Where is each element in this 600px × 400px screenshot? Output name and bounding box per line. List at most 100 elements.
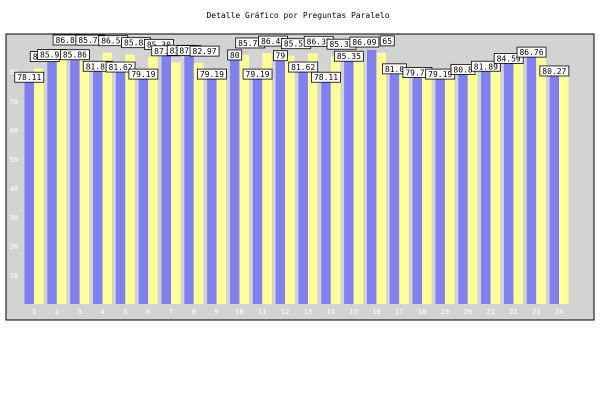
bar-series-a [458,69,468,304]
data-label: 81.89 [86,62,110,71]
bar-series-a [366,49,377,304]
data-label: 85.78 [238,39,262,48]
x-tick-label: 21 [486,308,494,316]
data-label-box [516,46,547,58]
data-label: 79.19 [131,70,155,79]
data-label: 80 [230,51,240,60]
x-tick-label: 13 [304,308,312,316]
x-tick-label: 23 [532,308,540,316]
bar-series-b [353,54,364,304]
bar-series-b [376,52,386,304]
x-tick-label: 11 [258,308,266,316]
data-label: 85.92 [40,51,64,60]
x-tick-label: 9 [215,308,219,316]
data-label: 85.30 [147,40,171,49]
data-label: 65 [382,37,392,46]
x-tick-label: 24 [555,308,563,316]
bar-series-b [262,53,272,305]
bar-series-b [559,70,569,304]
y-tick-label: 30 [10,214,18,222]
data-label: 79.19 [428,70,452,79]
bar-series-a [115,67,126,304]
bar-series-b [536,52,546,304]
data-label: 79.19 [200,70,224,79]
data-label: 81.0 [385,65,404,74]
bar-series-a [70,54,80,304]
bar-series-b [330,56,341,304]
bar-series-b [399,68,409,304]
data-label: 79 [276,52,286,61]
data-label-box [272,50,288,62]
data-label: 79.73 [405,69,429,78]
x-tick-label: 19 [441,308,449,316]
bar-series-a [412,72,423,304]
data-label: 86.80 [56,36,80,45]
data-label: 85.86 [63,51,87,60]
bar-series-a [24,77,34,304]
bar-series [24,49,569,305]
bar-series-b [56,52,67,304]
data-label-box [470,60,501,72]
bar-series-b [422,72,432,304]
data-label: 85.76 [78,36,102,45]
bar-series-a [549,70,560,304]
bar-series-a [298,67,308,304]
data-label-box [349,36,380,48]
x-tick-label: 20 [464,308,472,316]
x-tick-label: 8 [192,308,196,316]
bar-series-a [435,74,445,304]
x-tick-label: 22 [509,308,517,316]
x-tick-label: 7 [169,308,173,316]
data-label: 86.35 [307,37,331,46]
data-label: 81.62 [291,63,315,72]
data-label: 85.35 [329,40,353,49]
bar-series-a [47,54,57,304]
y-tick-label: 70 [10,98,18,106]
x-tick-label: 5 [123,308,127,316]
data-label: 81.62 [109,63,133,72]
x-axis-ticks: 1 2 3 4 5 6 7 8 9 10 11 12 13 14 15 16 17 18 19 20 21 22 23 24 [32,308,563,316]
bar-series-b [102,52,112,304]
data-label: 84.59 [497,54,521,63]
x-tick-label: 1 [32,308,36,316]
data-label-box [493,53,524,64]
data-label-box [227,49,243,61]
data-label-box [128,68,159,80]
data-label: 79.19 [246,70,270,79]
data-label-box [288,61,319,73]
bar-series-a [526,52,537,304]
data-labels: 78.1181.0885.9286.8085.8685.7681.8986.56… [14,34,570,83]
x-tick-label: 15 [349,308,357,316]
data-label: 85.88 [124,39,148,48]
bar-series-a [344,56,354,304]
bar-series-a [207,74,217,304]
data-label: 87.21 [154,47,178,56]
bar-series-a [138,74,149,304]
data-label-box [189,45,220,57]
bar-series-b [125,54,135,305]
bar-series-b [216,71,227,304]
bar-series-b [513,58,523,304]
y-tick-label: 40 [10,185,18,193]
data-label: 86.76 [519,48,543,57]
bar-series-a [321,77,331,304]
bar-series-a [161,50,171,304]
x-tick-label: 4 [100,308,104,316]
data-label: 86.43 [261,37,285,46]
data-label: 85.52 [284,40,308,49]
data-label: 81.89 [474,62,498,71]
chart-title: Detalle Gráfico por Preguntas Paralelo [206,11,389,20]
data-label-box [311,71,341,83]
x-tick-label: 10 [235,308,243,316]
data-label: 86.09 [352,38,376,47]
data-label: 82.97 [193,47,217,56]
data-label: 86.56 [101,37,125,46]
data-label-box [105,61,136,73]
x-tick-label: 17 [395,308,403,316]
y-tick-label: 10 [10,272,18,280]
bar-series-a [229,54,240,304]
bar-series-b [170,62,181,305]
bar-series-a [252,74,263,304]
x-tick-label: 16 [372,308,380,316]
